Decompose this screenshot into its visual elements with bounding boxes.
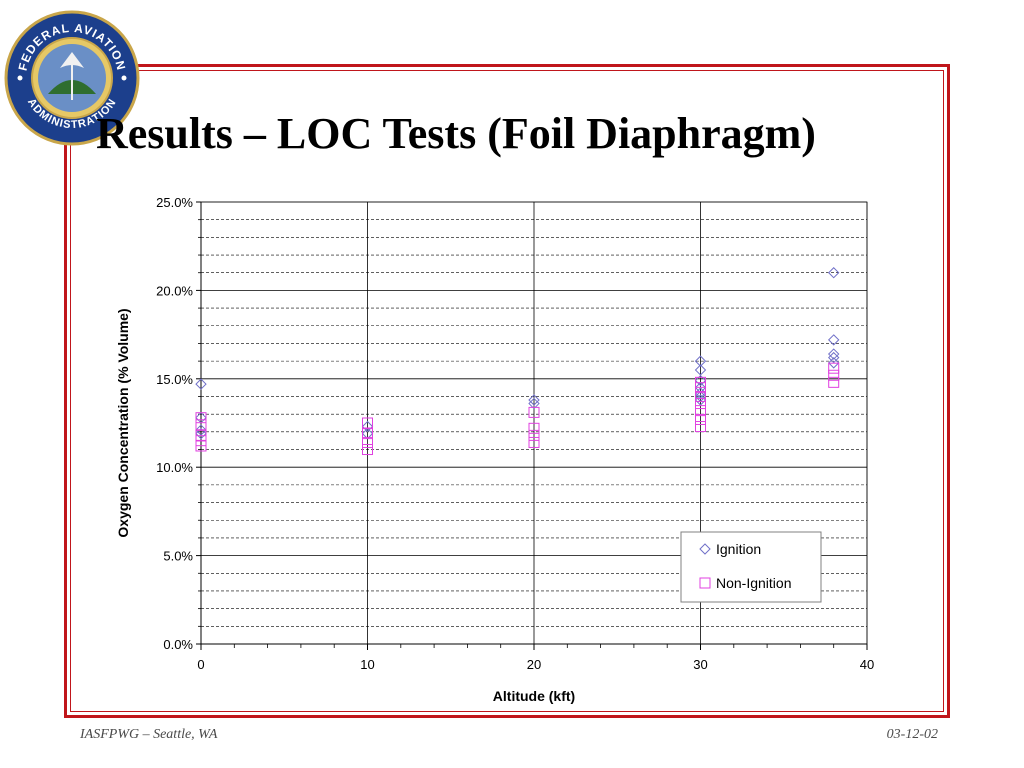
y-axis: 0.0% 5.0% 10.0% 15.0% 20.0% 25.0% — [156, 195, 202, 652]
non-ignition-point — [828, 376, 840, 388]
x-axis: 0 10 20 30 40 — [197, 643, 874, 672]
legend-non-ignition-marker — [699, 577, 711, 589]
scatter-chart: 0 10 20 30 40 0.0% 5.0% 10.0% 15.0% 20.0% 25.0% A… — [115, 195, 874, 704]
ignition-point — [195, 424, 207, 436]
slide-frame-inner — [70, 70, 944, 712]
footer-date: 03-12-02 — [886, 727, 938, 742]
non-ignition-point — [695, 405, 706, 417]
non-ignition-point — [528, 406, 540, 418]
y-tick-label: 20.0% — [156, 283, 193, 298]
non-ignition-point — [828, 369, 840, 381]
legend-box — [680, 531, 822, 603]
y-axis-label: Oxygen Concentration (% Volume) — [115, 308, 131, 537]
ignition-point — [827, 351, 840, 364]
x-tick-label: 40 — [860, 657, 874, 672]
non-ignition-point — [362, 417, 373, 429]
y-tick-label: 0.0% — [163, 637, 193, 652]
ignition-point — [827, 267, 840, 279]
ignition-point — [827, 357, 840, 369]
non-ignition-point — [528, 429, 540, 441]
ignition-point — [694, 374, 707, 387]
y-tick-label: 25.0% — [156, 195, 193, 210]
footer-left-text: IASFPWG – Seattle, WA — [80, 727, 218, 742]
ignition-point — [694, 355, 707, 367]
legend-non-ignition-label: Non-Ignition — [716, 575, 792, 591]
ignition-point — [195, 427, 207, 440]
slide-frame-outer — [64, 64, 950, 718]
ignition-point — [827, 334, 840, 346]
non-ignition-point — [195, 419, 207, 431]
non-ignition-point — [695, 390, 706, 402]
x-axis-label: Altitude (kft) — [493, 688, 575, 704]
slide-title: Results – LOC Tests (Foil Diaphragm) — [96, 109, 816, 158]
ignition-point — [195, 378, 207, 390]
legend-ignition-label: Ignition — [716, 541, 761, 557]
y-tick-label: 5.0% — [163, 549, 193, 564]
faa-seal-icon: FEDERAL AVIATION ADMINISTRATION — [4, 10, 140, 146]
non-ignition-point — [195, 440, 207, 452]
x-tick-label: 0 — [197, 657, 204, 672]
x-tick-label: 10 — [360, 657, 374, 672]
legend: Ignition Non-Ignition — [680, 531, 822, 603]
non-ignition-point — [528, 422, 540, 434]
non-ignition-point — [528, 436, 540, 448]
ignition-point — [361, 420, 374, 433]
non-ignition-point — [195, 412, 207, 424]
non-ignition-point — [695, 382, 706, 394]
non-ignition-point — [828, 362, 840, 374]
legend-ignition-marker — [699, 543, 711, 555]
non-ignition-point — [695, 398, 706, 410]
y-tick-label: 15.0% — [156, 372, 193, 387]
x-tick-label: 30 — [693, 657, 707, 672]
y-tick-label: 10.0% — [156, 460, 193, 475]
non-ignition-point — [362, 436, 373, 448]
non-ignition-point — [362, 428, 373, 440]
non-ignition-point — [362, 444, 373, 456]
non-ignition-point — [695, 421, 706, 433]
ignition-point — [528, 394, 540, 406]
non-ignition-point — [695, 413, 706, 425]
ignition-point — [528, 397, 540, 410]
data-points — [195, 267, 840, 456]
ignition-point — [827, 348, 840, 360]
x-tick-label: 20 — [527, 657, 541, 672]
